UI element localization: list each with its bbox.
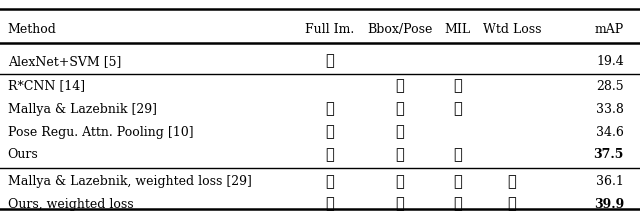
Text: R*CNN [14]: R*CNN [14] xyxy=(8,80,85,92)
Text: Bbox/Pose: Bbox/Pose xyxy=(367,23,433,35)
Text: Mallya & Lazebnik [29]: Mallya & Lazebnik [29] xyxy=(8,103,157,116)
Text: ✓: ✓ xyxy=(396,197,404,211)
Text: Mallya & Lazebnik, weighted loss [29]: Mallya & Lazebnik, weighted loss [29] xyxy=(8,175,252,188)
Text: ✓: ✓ xyxy=(396,175,404,189)
Text: 19.4: 19.4 xyxy=(596,55,624,68)
Text: ✓: ✓ xyxy=(325,125,334,139)
Text: ✓: ✓ xyxy=(453,197,462,211)
Text: ✓: ✓ xyxy=(508,175,516,189)
Text: MIL: MIL xyxy=(445,23,470,35)
Text: Method: Method xyxy=(8,23,56,35)
Text: 36.1: 36.1 xyxy=(596,175,624,188)
Text: Wtd Loss: Wtd Loss xyxy=(483,23,541,35)
Text: AlexNet+SVM [5]: AlexNet+SVM [5] xyxy=(8,55,121,68)
Text: ✓: ✓ xyxy=(325,103,334,117)
Text: 34.6: 34.6 xyxy=(596,126,624,139)
Text: ✓: ✓ xyxy=(453,103,462,117)
Text: ✓: ✓ xyxy=(396,103,404,117)
Text: Ours, weighted loss: Ours, weighted loss xyxy=(8,198,133,211)
Text: Full Im.: Full Im. xyxy=(305,23,354,35)
Text: ✓: ✓ xyxy=(508,197,516,211)
Text: ✓: ✓ xyxy=(396,148,404,162)
Text: ✓: ✓ xyxy=(325,54,334,68)
Text: ✓: ✓ xyxy=(396,125,404,139)
Text: Ours: Ours xyxy=(8,148,38,161)
Text: ✓: ✓ xyxy=(325,197,334,211)
Text: ✓: ✓ xyxy=(453,175,462,189)
Text: 37.5: 37.5 xyxy=(594,148,624,161)
Text: 33.8: 33.8 xyxy=(596,103,624,116)
Text: 39.9: 39.9 xyxy=(594,198,624,211)
Text: Pose Regu. Attn. Pooling [10]: Pose Regu. Attn. Pooling [10] xyxy=(8,126,193,139)
Text: ✓: ✓ xyxy=(325,175,334,189)
Text: ✓: ✓ xyxy=(396,79,404,93)
Text: ✓: ✓ xyxy=(325,148,334,162)
Text: ✓: ✓ xyxy=(453,148,462,162)
Text: mAP: mAP xyxy=(595,23,624,35)
Text: ✓: ✓ xyxy=(453,79,462,93)
Text: 28.5: 28.5 xyxy=(596,80,624,92)
